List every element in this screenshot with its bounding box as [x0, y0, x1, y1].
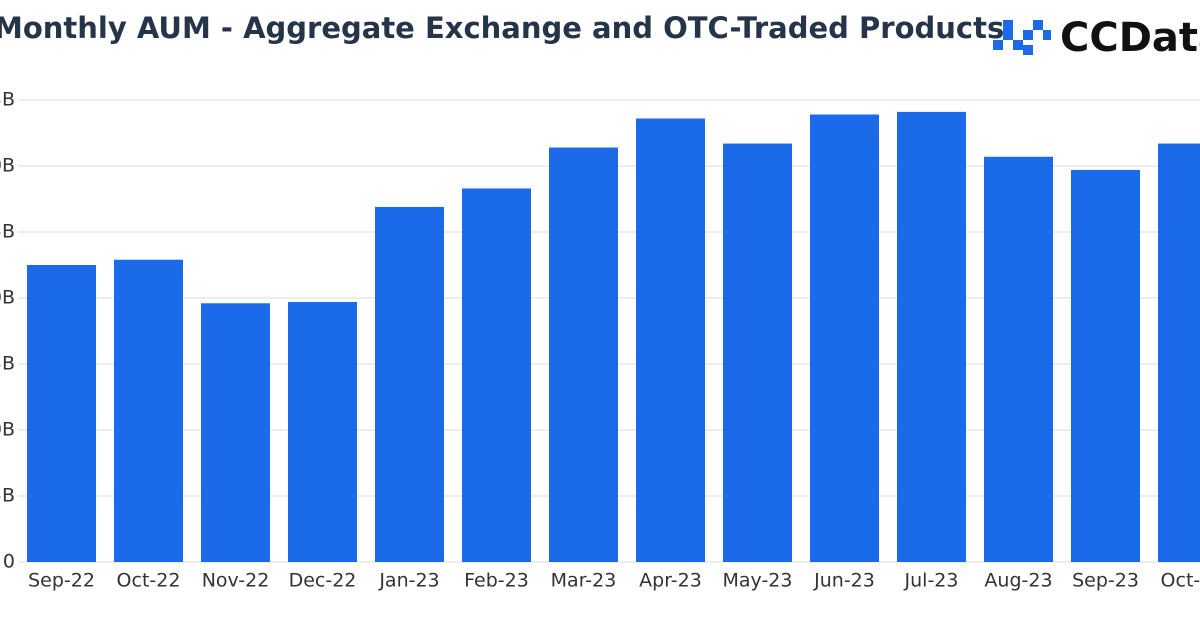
y-tick-label: 15B [0, 353, 15, 375]
bar [288, 301, 357, 562]
bar [1158, 143, 1200, 562]
brand-name: CCData [1060, 15, 1200, 61]
bar [27, 265, 96, 562]
bar [810, 114, 879, 563]
y-tick-label: 10B [0, 419, 15, 441]
y-tick-label: 35B [0, 89, 15, 111]
x-tick-label: Aug-23 [984, 570, 1052, 592]
x-tick-label: Nov-22 [202, 570, 270, 592]
bar [723, 143, 792, 562]
x-tick-label: Jan-23 [378, 570, 439, 592]
bar [462, 188, 531, 562]
bar [201, 303, 270, 562]
x-tick-label: Oct-23 [1161, 570, 1200, 592]
y-tick-label: 30B [0, 155, 15, 177]
bar [984, 156, 1053, 562]
brand-logo [993, 20, 1051, 55]
y-tick-label: 0 [3, 551, 15, 573]
x-tick-label: Dec-22 [289, 570, 357, 592]
x-tick-label: Sep-23 [1072, 570, 1139, 592]
y-tick-label: 5B [0, 485, 15, 507]
x-tick-label: Feb-23 [464, 570, 529, 592]
y-tick-label: 20B [0, 287, 15, 309]
bar [114, 259, 183, 562]
x-tick-label: Apr-23 [639, 570, 702, 592]
x-tick-label: Jun-23 [813, 570, 875, 592]
bar [549, 147, 618, 562]
bar [1071, 169, 1140, 562]
bar [897, 111, 966, 562]
bar [636, 118, 705, 562]
y-tick-label: 25B [0, 221, 15, 243]
x-tick-label: Sep-22 [28, 570, 95, 592]
x-tick-label: Oct-22 [117, 570, 181, 592]
x-tick-label: May-23 [723, 570, 793, 592]
bar [375, 206, 444, 563]
x-tick-label: Mar-23 [551, 570, 617, 592]
chart-title: Monthly AUM - Aggregate Exchange and OTC… [0, 11, 1004, 45]
x-tick-label: Jul-23 [904, 570, 959, 592]
